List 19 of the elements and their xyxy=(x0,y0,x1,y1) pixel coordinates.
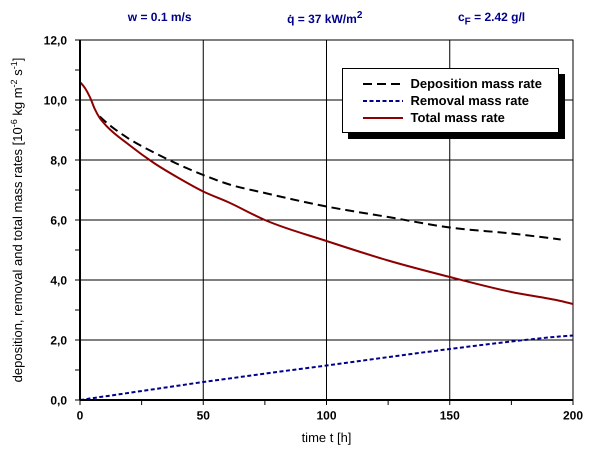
x-tick-label: 200 xyxy=(562,408,584,423)
y-tick-label: 2,0 xyxy=(50,333,68,348)
text: q̇ = 37 kW/m$^{2}$ xyxy=(287,10,362,26)
legend-label: Total mass rate xyxy=(410,110,505,125)
y-tick-label: 4,0 xyxy=(50,273,68,288)
text: w = 0.1 m/s xyxy=(128,10,192,24)
x-tick-label: 50 xyxy=(196,408,210,423)
y-tick-label: 0,0 xyxy=(50,393,68,408)
y-tick-label: 6,0 xyxy=(50,213,68,228)
x-axis-title: time t [h] xyxy=(302,430,352,445)
x-tick-label: 150 xyxy=(440,408,460,423)
y-tick-label: 10,0 xyxy=(44,93,68,108)
y-tick-label: 12,0 xyxy=(44,33,68,48)
x-tick-label: 0 xyxy=(76,408,84,423)
legend-label: Removal mass rate xyxy=(410,93,530,108)
x-tick-label: 100 xyxy=(316,408,337,423)
y-tick-label: 8,0 xyxy=(50,153,68,168)
text: c$_{F}$ = 2.42 g/l xyxy=(458,10,526,28)
legend-label: Deposition mass rate xyxy=(410,76,542,91)
